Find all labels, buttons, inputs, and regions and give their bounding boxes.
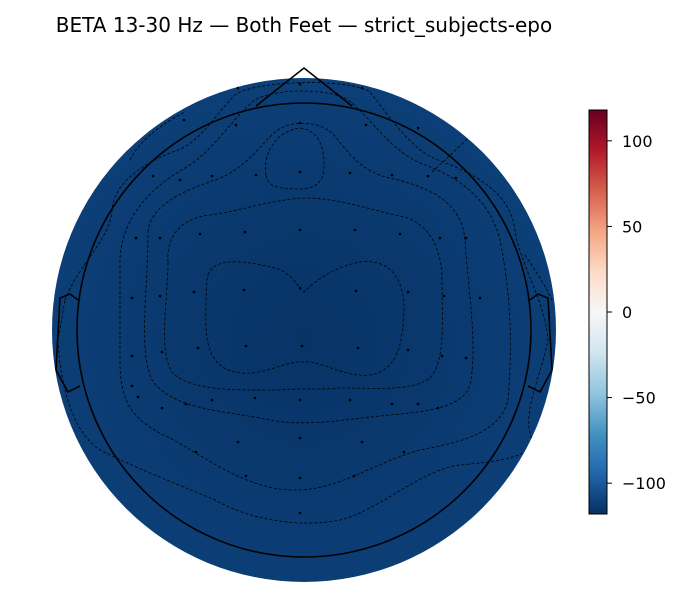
sensor-marker [182,118,186,122]
right-ear-outline [527,293,553,394]
sensor-marker [390,402,394,406]
sensor-marker [298,121,302,125]
sensor-marker [244,474,248,478]
sensor-marker [243,230,247,234]
sensor-marker [353,228,357,232]
sensor-marker [356,346,360,350]
colorbar-tick-label: −100 [622,474,666,493]
sensor-marker [298,82,302,86]
sensor-marker [416,402,420,406]
sensor-marker [234,123,238,127]
sensor-marker [134,236,138,240]
sensor-marker [298,511,302,515]
contour-line-4 [119,90,511,491]
sensor-marker [178,178,182,182]
sensor-marker [360,86,364,90]
colorbar-tick-label: −50 [622,389,656,408]
colorbar-ticks: 100 50 0 −50 −100 [607,132,666,493]
sensor-marker [194,450,198,454]
sensor-marker [442,294,446,298]
sensor-marker [298,228,302,232]
sensor-marker [236,440,240,444]
contour-lines [57,82,553,524]
sensor-marker [348,398,352,402]
contour-line-1 [205,261,405,376]
sensor-marker [254,173,258,177]
sensor-marker [398,232,402,236]
sensor-marker [406,348,410,352]
topomap [52,66,556,582]
colorbar-gradient [588,109,608,515]
sensor-marker [184,402,188,406]
contour-line-2 [164,197,443,391]
sensor-marker [151,174,155,178]
left-ear-outline [55,293,81,394]
colorbar-tick-label: 50 [622,217,642,236]
sensor-marker [300,344,304,348]
sensor-marker [360,440,364,444]
sensor-marker [210,398,214,402]
sensor-marker [402,450,406,454]
topomap-field [52,78,556,582]
sensor-marker [464,356,468,360]
colorbar: 100 50 0 −50 −100 [588,109,666,515]
sensor-marker [354,289,358,293]
head-outline-group [55,66,553,558]
head-outline [76,102,532,558]
sensor-marker [210,174,214,178]
sensor-marker [196,346,200,350]
sensor-marker [364,123,368,127]
sensor-marker [130,384,134,388]
sensor-marker [298,476,302,480]
sensor-marker [130,354,134,358]
sensor-marker [192,290,196,294]
sensor-marker [130,296,134,300]
sensor-marker [298,286,302,290]
sensor-marker [298,170,302,174]
nose-outline [255,66,353,107]
sensor-marker [440,354,444,358]
sensor-marker [348,171,352,175]
sensor-marker [158,236,162,240]
sensor-marker [416,126,420,130]
sensor-marker [236,86,240,90]
contour-line-8 [431,137,469,173]
sensor-marker [478,296,482,300]
colorbar-tick-label: 0 [622,303,632,322]
sensor-marker [160,406,164,410]
sensor-marker [406,290,410,294]
sensor-marker [298,398,302,402]
colorbar-tick-label: 100 [622,132,653,151]
sensor-marker [390,173,394,177]
chart-title: BETA 13-30 Hz — Both Feet — strict_subje… [56,13,552,37]
sensor-marker [244,344,248,348]
sensor-marker [436,406,440,410]
sensor-marker [136,395,140,399]
contour-line-5 [57,82,549,524]
sensor-marker [464,236,468,240]
sensor-marker [298,436,302,440]
sensor-marker [158,294,162,298]
contour-line-7 [129,111,186,161]
sensor-marker [426,174,430,178]
sensor-marker [454,176,458,180]
sensor-marker [352,474,356,478]
sensor-markers [130,82,482,515]
sensor-marker [160,350,164,354]
sensor-marker [438,236,442,240]
sensor-marker [242,288,246,292]
sensor-marker [198,232,202,236]
sensor-marker [253,396,257,400]
contour-line-9 [524,254,553,301]
